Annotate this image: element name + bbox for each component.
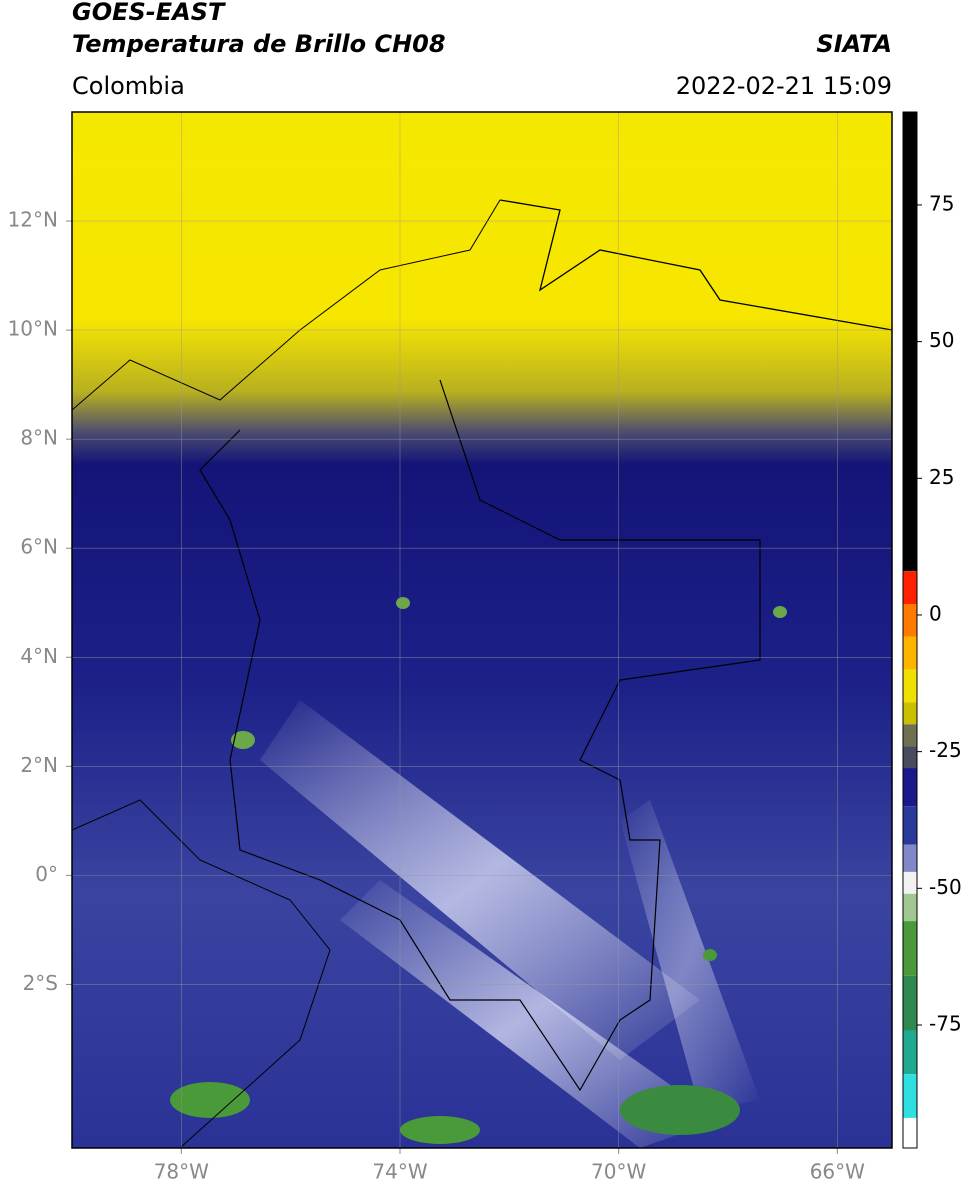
x-tick-label: 66°W [810, 1160, 865, 1184]
y-tick-label: 12°N [8, 208, 58, 232]
y-tick-label: 0° [35, 862, 58, 886]
subtitle: Temperatura de Brillo CH08 [72, 30, 446, 58]
y-tick-label: 6°N [20, 535, 58, 559]
colorbar-segment [903, 724, 917, 747]
colorbar-segment [903, 571, 917, 605]
colorbar-segment [903, 1030, 917, 1075]
colorbar-segment [903, 1117, 917, 1148]
colorbar-tick-label: -50 [929, 875, 962, 899]
colorbar-segment [903, 604, 917, 637]
colorbar-segment [903, 746, 917, 769]
colorbar-tick-label: -25 [929, 738, 962, 762]
colorbar-segment [903, 844, 917, 872]
colorbar-tick-label: 75 [929, 191, 954, 215]
grid [66, 112, 892, 1154]
colorbar-segment [903, 636, 917, 670]
colorbar-segment [903, 702, 917, 725]
title: GOES-EAST [72, 0, 226, 26]
colorbar-segment [903, 112, 917, 572]
colorbar-tick-label: 50 [929, 328, 954, 352]
colorbar-segment [903, 768, 917, 807]
agency: SIATA [816, 30, 892, 58]
y-tick-label: 4°N [20, 644, 58, 668]
colorbar: 75 50 25 0 -25 -50 -75 [902, 111, 962, 1149]
colorbar-segment [903, 893, 917, 922]
datetime: 2022-02-21 15:09 [676, 72, 892, 100]
y-tick-label: 2°N [20, 753, 58, 777]
x-tick-label: 78°W [154, 1160, 209, 1184]
colorbar-tick-label: -75 [929, 1011, 962, 1035]
colorbar-segment [903, 1074, 917, 1118]
region: Colombia [72, 72, 185, 100]
colorbar-segment [903, 871, 917, 894]
y-tick-label: 10°N [8, 317, 58, 341]
colorbar-segment [903, 669, 917, 703]
colorbar-tick-label: 25 [929, 465, 954, 489]
x-tick-label: 74°W [372, 1160, 427, 1184]
satellite-image [72, 112, 892, 1148]
colorbar-tick-label: 0 [929, 601, 942, 625]
y-tick-label: 8°N [20, 426, 58, 450]
colorbar-frame [902, 111, 918, 1149]
map-frame [71, 111, 893, 1149]
colorbar-segment [903, 975, 917, 1031]
colorbar-segment [903, 806, 917, 845]
y-tick-label: 2°S [23, 971, 58, 995]
x-tick-label: 70°W [591, 1160, 646, 1184]
colorbar-segment [903, 921, 917, 976]
